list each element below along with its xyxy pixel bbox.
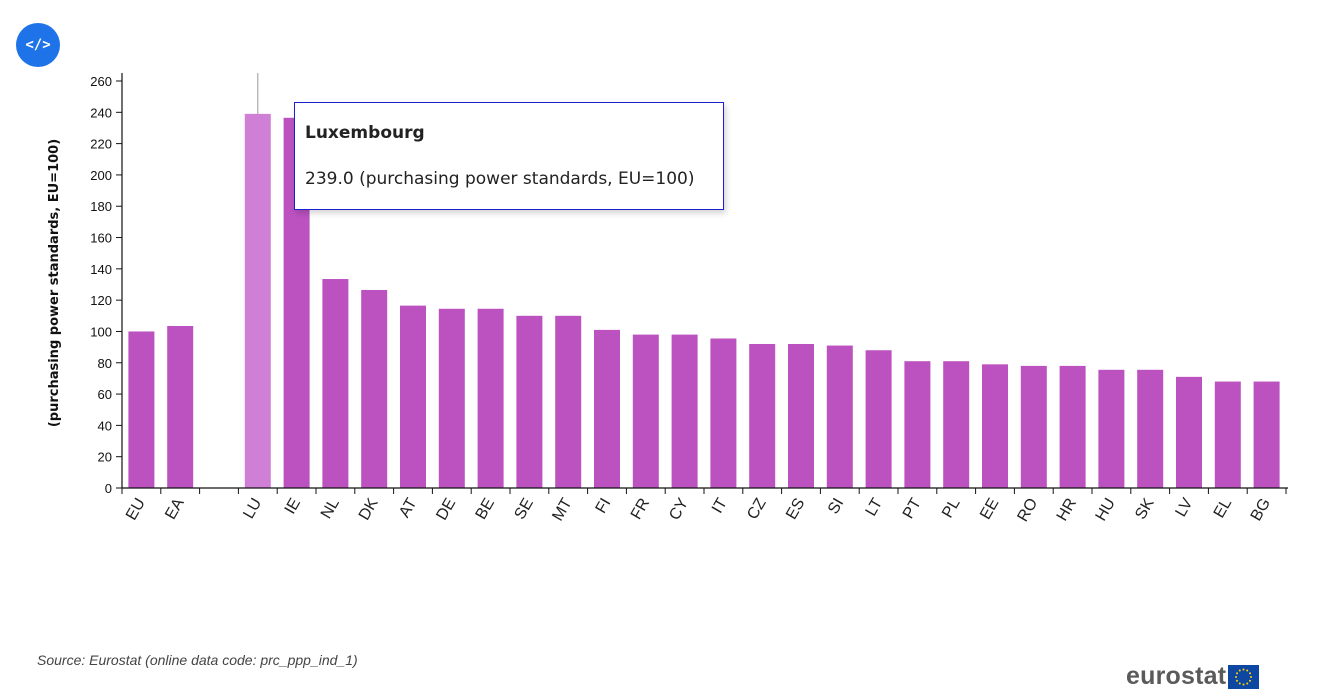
bar-es[interactable] bbox=[788, 343, 814, 488]
bar-hu[interactable] bbox=[1098, 369, 1125, 488]
x-tick-label: LV bbox=[1173, 495, 1197, 520]
bar-fi[interactable] bbox=[594, 329, 620, 488]
x-tick-label: EU bbox=[123, 496, 149, 524]
x-tick-label: SI bbox=[825, 496, 847, 518]
flag-star bbox=[1235, 675, 1238, 678]
x-tick-label: SK bbox=[1132, 495, 1158, 522]
bar-ro[interactable] bbox=[1020, 365, 1047, 488]
bar-nl[interactable] bbox=[322, 279, 349, 488]
x-tick-label: DE bbox=[433, 496, 459, 524]
eurostat-wordmark: eurostat bbox=[1126, 662, 1227, 690]
bar-it[interactable] bbox=[710, 338, 737, 488]
bar-lu[interactable] bbox=[244, 113, 271, 488]
bar-be[interactable] bbox=[477, 308, 504, 488]
bar-sk[interactable] bbox=[1137, 369, 1164, 488]
x-tick-label: ES bbox=[783, 496, 808, 523]
flag-star bbox=[1236, 679, 1239, 682]
y-tick-label: 220 bbox=[90, 137, 112, 152]
flag-star bbox=[1249, 679, 1252, 682]
x-tick-label: IE bbox=[282, 496, 304, 518]
x-tick-label: PT bbox=[900, 495, 925, 521]
flag-star bbox=[1242, 683, 1245, 685]
bar-se[interactable] bbox=[516, 315, 543, 488]
x-axis: EU EA LU IE NL DK AT DE BE SE MT FI FR CY IT CZ ES SI LT PT… bbox=[121, 487, 1288, 525]
bar-bg[interactable] bbox=[1253, 381, 1280, 488]
y-tick-label: 140 bbox=[90, 262, 112, 277]
x-tick-label: SE bbox=[511, 496, 536, 523]
y-tick-label: 120 bbox=[90, 293, 112, 308]
x-tick-label: LU bbox=[240, 496, 265, 522]
x-tick-label: FI bbox=[593, 496, 615, 517]
bar-fr[interactable] bbox=[632, 334, 659, 488]
y-tick-label: 160 bbox=[90, 231, 112, 246]
bar-si[interactable] bbox=[826, 345, 853, 488]
x-tick-label: LT bbox=[863, 495, 887, 519]
embed-code-button[interactable]: </> bbox=[16, 23, 60, 67]
tooltip-title: Luxembourg bbox=[305, 123, 425, 143]
x-tick-label: NL bbox=[318, 495, 343, 521]
y-tick-label: 20 bbox=[98, 450, 112, 465]
bar-lt[interactable] bbox=[865, 350, 892, 488]
y-axis: 0 20 40 60 80 100 120 140 160 180 200 220 240 260 bbox=[90, 73, 123, 496]
bar-lv[interactable] bbox=[1176, 376, 1202, 488]
x-tick-label: EL bbox=[1211, 495, 1236, 521]
tooltip-value: 239.0 (purchasing power standards, EU=10… bbox=[305, 169, 695, 189]
source-note: Source: Eurostat (online data code: prc_… bbox=[37, 652, 358, 668]
flag-star bbox=[1250, 675, 1253, 678]
bar-mt[interactable] bbox=[555, 315, 582, 488]
eu-flag-icon bbox=[1228, 664, 1260, 689]
flag-star bbox=[1246, 681, 1249, 684]
y-tick-label: 200 bbox=[90, 168, 112, 183]
x-tick-label: AT bbox=[396, 495, 420, 520]
y-tick-label: 240 bbox=[90, 105, 112, 120]
y-tick-label: 60 bbox=[98, 387, 112, 402]
x-tick-label: BE bbox=[473, 496, 498, 523]
bar-de[interactable] bbox=[438, 308, 465, 488]
bar-cy[interactable] bbox=[671, 334, 698, 488]
flag-star bbox=[1236, 671, 1239, 674]
flag-star bbox=[1246, 669, 1249, 672]
y-tick-label: 40 bbox=[98, 418, 112, 433]
y-tick-label: 180 bbox=[90, 199, 112, 214]
x-tick-label: CY bbox=[666, 495, 692, 523]
x-tick-label: EA bbox=[162, 495, 188, 522]
x-tick-label: FR bbox=[628, 496, 653, 523]
flag-star bbox=[1249, 671, 1252, 674]
x-tick-label: HR bbox=[1054, 496, 1080, 525]
bar-eu[interactable] bbox=[128, 331, 155, 488]
flag-star bbox=[1242, 668, 1245, 670]
x-tick-label: BG bbox=[1248, 496, 1274, 525]
bar-at[interactable] bbox=[400, 305, 426, 488]
bars bbox=[128, 73, 1280, 489]
eurostat-logo: eurostat bbox=[1126, 662, 1260, 691]
bar-pt[interactable] bbox=[904, 361, 931, 488]
bar-hr[interactable] bbox=[1059, 365, 1086, 488]
bar-pl[interactable] bbox=[943, 361, 970, 488]
bar-ee[interactable] bbox=[982, 364, 1008, 488]
bar-ea[interactable] bbox=[167, 325, 194, 488]
y-tick-label: 80 bbox=[98, 356, 112, 371]
x-tick-label: IT bbox=[709, 495, 731, 516]
x-tick-label: DK bbox=[356, 495, 382, 523]
y-axis-title: (purchasing power standards, EU=100) bbox=[47, 139, 62, 427]
bar-el[interactable] bbox=[1214, 381, 1241, 488]
x-tick-label: MT bbox=[549, 495, 575, 524]
flag-star bbox=[1238, 669, 1241, 672]
y-tick-label: 260 bbox=[90, 74, 112, 89]
flag-star bbox=[1238, 681, 1241, 684]
x-tick-label: EE bbox=[977, 496, 1002, 523]
tooltip: Luxembourg 239.0 (purchasing power stand… bbox=[294, 102, 724, 210]
bar-dk[interactable] bbox=[361, 289, 388, 488]
y-tick-label: 0 bbox=[105, 481, 112, 496]
x-tick-label: HU bbox=[1093, 496, 1119, 525]
x-tick-label: PL bbox=[939, 495, 964, 521]
x-tick-label: RO bbox=[1015, 496, 1042, 525]
x-tick-label: CZ bbox=[744, 495, 769, 522]
bar-cz[interactable] bbox=[749, 343, 776, 488]
y-tick-label: 100 bbox=[90, 324, 112, 339]
